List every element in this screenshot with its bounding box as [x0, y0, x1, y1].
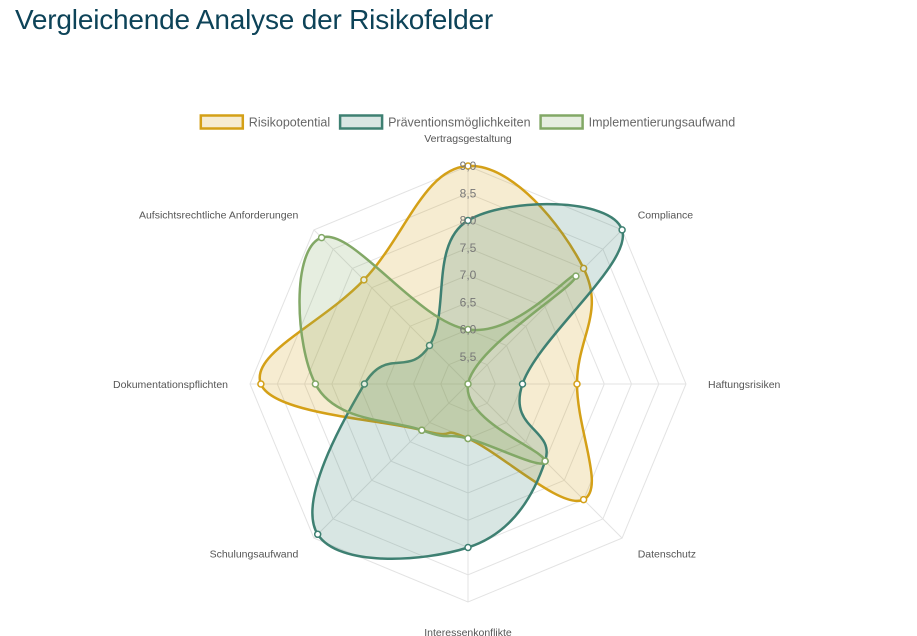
radial-tick-labels: 5,5 6,0 6,5 7,0 7,5 8,0 8,5 9,0 [460, 159, 477, 364]
category-labels: Vertragsgestaltung Compliance Haftungsrisi… [113, 133, 781, 636]
category-label-haftungsrisiken: Haftungsrisiken [708, 379, 781, 391]
category-label-dokumentationspflichten: Dokumentationspflichten [113, 379, 228, 391]
data-point-implementierungsaufwand-compliance[interactable] [572, 272, 580, 280]
category-label-vertragsgestaltung: Vertragsgestaltung [424, 133, 512, 145]
tick-label: 6,5 [460, 295, 477, 309]
grid-spoke-aufsichtsrechtliche-anforderungen [313, 229, 469, 385]
data-point-praventionsmoglichkeiten-haftungsrisiken[interactable] [518, 380, 527, 388]
category-label-interessenkonflikte: Interessenkonflikte [424, 627, 512, 636]
data-point-implementierungsaufwand-schulungsaufwand[interactable] [418, 426, 426, 434]
chart-legend[interactable]: Risikopotential Präventionsmöglichkeiten I… [199, 114, 736, 130]
data-point-risikopotential-compliance[interactable] [579, 264, 588, 273]
grid-spoke-compliance [467, 229, 623, 385]
legend-swatch [199, 114, 245, 130]
legend-item-implementierungsaufwand[interactable]: Implementierungsaufwand [539, 114, 736, 130]
data-point-risikopotential-datenschutz[interactable] [579, 495, 588, 504]
data-point-praventionsmoglichkeiten-dokumentationspflichten[interactable] [360, 380, 369, 388]
legend-label: Präventionsmöglichkeiten [388, 116, 530, 130]
data-point-implementierungsaufwand-dokumentationspflichten[interactable] [311, 380, 320, 388]
data-point-praventionsmoglichkeiten-aufsichtsrechtliche-anforderungen[interactable] [425, 341, 434, 350]
data-point-implementierungsaufwand-interessenkonflikte[interactable] [464, 434, 472, 443]
data-point-praventionsmoglichkeiten-schulungsaufwand[interactable] [313, 530, 322, 539]
tick-label: 9,0 [460, 159, 477, 173]
data-point-implementierungsaufwand-datenschutz[interactable] [541, 457, 549, 465]
tick-label: 8,0 [460, 214, 477, 228]
legend-item-risikopotential[interactable]: Risikopotential [199, 114, 330, 130]
data-point-implementierungsaufwand-aufsichtsrechtliche-anforderungen[interactable] [317, 233, 326, 242]
data-point-implementierungsaufwand-vertragsgestaltung[interactable] [464, 325, 472, 334]
legend-label: Risikopotential [249, 116, 330, 130]
tick-label: 7,0 [460, 268, 477, 282]
tick-label: 5,5 [460, 350, 477, 364]
data-point-risikopotential-vertragsgestaltung[interactable] [464, 162, 472, 170]
tick-label: 8,5 [460, 186, 477, 200]
legend-swatch [539, 114, 584, 130]
legend-label: Implementierungsaufwand [589, 116, 736, 130]
data-point-praventionsmoglichkeiten-vertragsgestaltung[interactable] [464, 216, 472, 225]
category-label-compliance: Compliance [638, 209, 694, 221]
grid-spoke-schulungsaufwand [313, 383, 469, 539]
tick-label: 6,0 [460, 323, 477, 337]
data-point-praventionsmoglichkeiten-compliance[interactable] [618, 226, 626, 234]
data-point-risikopotential-aufsichtsrechtliche-anforderungen[interactable] [360, 276, 368, 284]
legend-swatch [338, 114, 384, 130]
radar-series [257, 162, 626, 560]
series-implementierungsaufwand [298, 233, 580, 465]
category-label-schulungsaufwand: Schulungsaufwand [210, 549, 299, 561]
page-title: Vergleichende Analyse der Risikofelder [15, 4, 494, 35]
data-point-risikopotential-dokumentationspflichten[interactable] [257, 380, 265, 388]
data-point-risikopotential-haftungsrisiken[interactable] [573, 380, 581, 388]
category-label-datenschutz: Datenschutz [638, 549, 696, 561]
data-point-praventionsmoglichkeiten-interessenkonflikte[interactable] [464, 543, 472, 552]
tick-label: 7,5 [460, 241, 477, 255]
data-point-implementierungsaufwand-haftungsrisiken[interactable] [464, 380, 472, 388]
category-label-aufsichtsrechtliche-anforderungen: Aufsichtsrechtliche Anforderungen [139, 209, 299, 221]
legend-item-praventionsmoglichkeiten[interactable]: Präventionsmöglichkeiten [338, 114, 531, 130]
